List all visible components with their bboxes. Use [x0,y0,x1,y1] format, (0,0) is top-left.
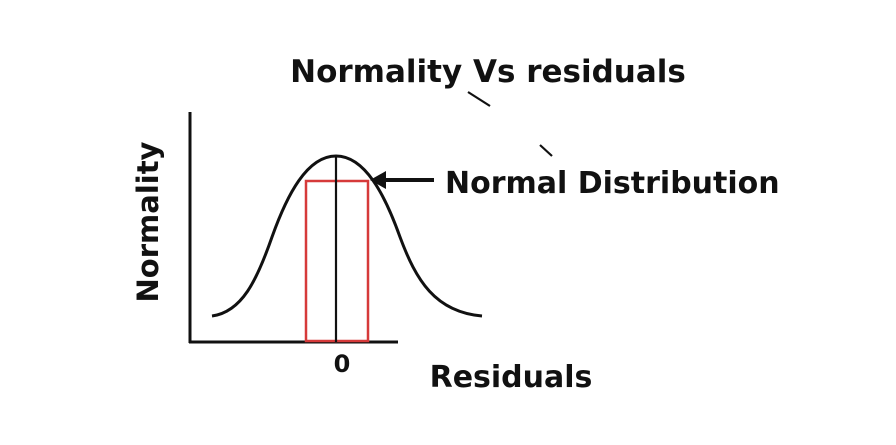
x-tick-zero: 0 [334,350,351,378]
normal-curve [211,154,483,318]
arrow-left-icon [370,171,386,189]
diagram-title: Normality Vs residuals [290,54,686,90]
decorative-dash-1 [467,91,491,107]
decorative-dash-2 [539,144,553,157]
x-axis-label: Residuals [430,360,593,395]
y-axis-label: Normality [131,141,165,302]
annotation-label: Normal Distribution [445,166,780,201]
